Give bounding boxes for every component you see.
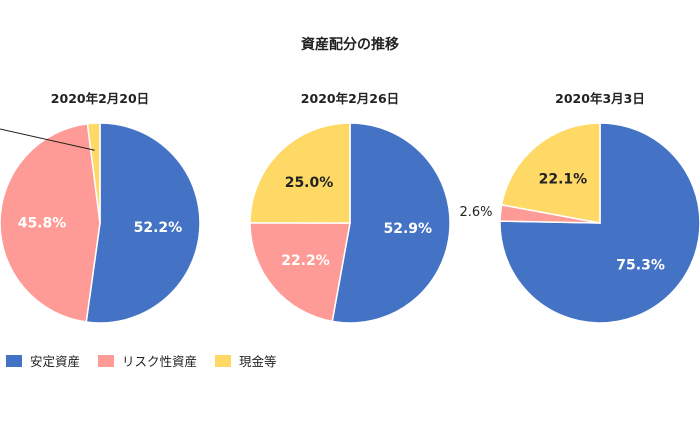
legend-swatch-stable bbox=[6, 354, 22, 367]
legend-item-risk: リスク性資産 bbox=[98, 351, 197, 370]
pie-subtitle-3: 2020年3月3日 bbox=[555, 91, 645, 106]
chart-title: 資産配分の推移 bbox=[301, 36, 399, 53]
legend-item-cash: 現金等 bbox=[215, 351, 277, 370]
slice-stable-1 bbox=[85, 122, 201, 324]
data-label-stable-3: 75.3% bbox=[616, 257, 665, 273]
slice-risk-1 bbox=[0, 122, 101, 323]
pie-subtitle-1: 2020年2月20日 bbox=[51, 91, 149, 106]
data-label-stable-2: 52.9% bbox=[384, 221, 433, 237]
legend-label-risk: リスク性資産 bbox=[122, 354, 198, 369]
legend: 安定資産 リスク性資産 現金等 bbox=[6, 351, 285, 370]
data-label-risk-2: 22.2% bbox=[281, 253, 330, 269]
data-label-risk-1: 45.8% bbox=[18, 216, 67, 232]
data-label-cash-2: 25.0% bbox=[285, 175, 334, 191]
slice-risk-2 bbox=[249, 222, 351, 323]
pie-subtitle-2: 2020年2月26日 bbox=[301, 91, 399, 106]
slice-cash-1 bbox=[86, 122, 101, 224]
pie-chart-3: 2020年3月3日 75.3% 2.6% 22.1% bbox=[459, 91, 700, 324]
data-label-stable-1: 52.2% bbox=[134, 220, 183, 236]
legend-swatch-cash bbox=[215, 354, 232, 367]
slice-stable-2 bbox=[331, 122, 451, 324]
pie-charts-group: 2020年2月20日52.2%45.8%2.0%2020年2月26日52.9%2… bbox=[0, 91, 700, 324]
data-label-risk-3: 2.6% bbox=[459, 205, 492, 220]
leader-line-cash-1 bbox=[0, 128, 95, 151]
legend-label-stable: 安定資産 bbox=[30, 354, 81, 369]
legend-swatch-risk bbox=[98, 354, 115, 367]
slice-cash-3 bbox=[500, 122, 601, 224]
pie-chart-2: 2020年2月26日 52.9% 22.2% 25.0% bbox=[249, 91, 451, 324]
legend-label-cash: 現金等 bbox=[239, 354, 277, 369]
data-label-cash-3: 22.1% bbox=[539, 171, 588, 187]
slice-cash-2 bbox=[249, 122, 351, 224]
legend-item-stable: 安定資産 bbox=[6, 351, 80, 370]
